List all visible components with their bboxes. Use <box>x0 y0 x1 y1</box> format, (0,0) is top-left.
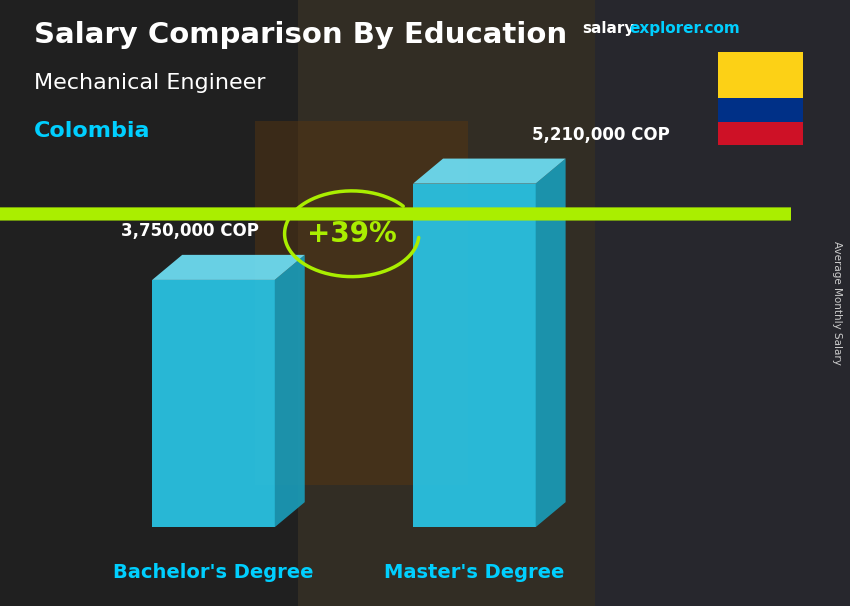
Polygon shape <box>413 159 565 184</box>
Text: Bachelor's Degree: Bachelor's Degree <box>113 563 314 582</box>
Text: +39%: +39% <box>307 220 397 248</box>
Text: salary: salary <box>582 21 635 36</box>
Polygon shape <box>0 207 850 221</box>
Bar <box>298 0 595 606</box>
Text: 5,210,000 COP: 5,210,000 COP <box>532 126 670 144</box>
Text: Master's Degree: Master's Degree <box>384 563 564 582</box>
Text: 3,750,000 COP: 3,750,000 COP <box>121 222 258 241</box>
Text: Colombia: Colombia <box>34 121 150 141</box>
Text: Mechanical Engineer: Mechanical Engineer <box>34 73 265 93</box>
Bar <box>718 98 803 122</box>
Polygon shape <box>275 255 305 527</box>
Text: Salary Comparison By Education: Salary Comparison By Education <box>34 21 567 49</box>
Bar <box>0 0 298 606</box>
Polygon shape <box>152 280 275 527</box>
Polygon shape <box>413 184 536 527</box>
Polygon shape <box>152 255 305 280</box>
Bar <box>718 52 803 98</box>
Text: explorer.com: explorer.com <box>629 21 740 36</box>
Text: Average Monthly Salary: Average Monthly Salary <box>832 241 842 365</box>
Bar <box>718 122 803 145</box>
Bar <box>255 121 468 485</box>
Polygon shape <box>536 159 565 527</box>
Bar <box>595 0 850 606</box>
